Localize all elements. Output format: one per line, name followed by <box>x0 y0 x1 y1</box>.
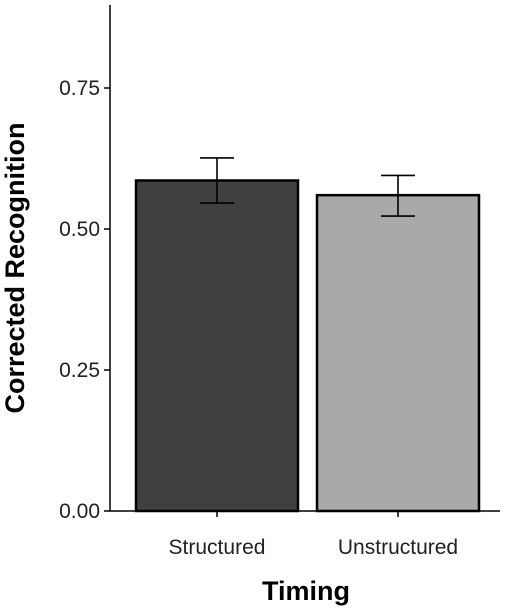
y-tick-label: 0.50 <box>59 218 100 241</box>
y-tick-label: 0.00 <box>59 500 100 523</box>
x-tick-label: Unstructured <box>338 536 458 559</box>
bar-structured <box>134 179 300 513</box>
x-axis-title: Timing <box>262 576 350 606</box>
y-axis-title: Corrected Recognition <box>0 122 30 413</box>
bar-unstructured <box>315 193 481 513</box>
y-tick-label: 0.75 <box>59 77 100 100</box>
y-tick-label: 0.25 <box>59 359 100 382</box>
bars <box>134 179 481 513</box>
x-axis-ticks: Structured Unstructured <box>169 511 458 559</box>
x-tick-label: Structured <box>169 536 266 559</box>
y-axis-ticks: 0.00 0.25 0.50 0.75 <box>59 77 110 523</box>
error-bars <box>200 157 415 217</box>
